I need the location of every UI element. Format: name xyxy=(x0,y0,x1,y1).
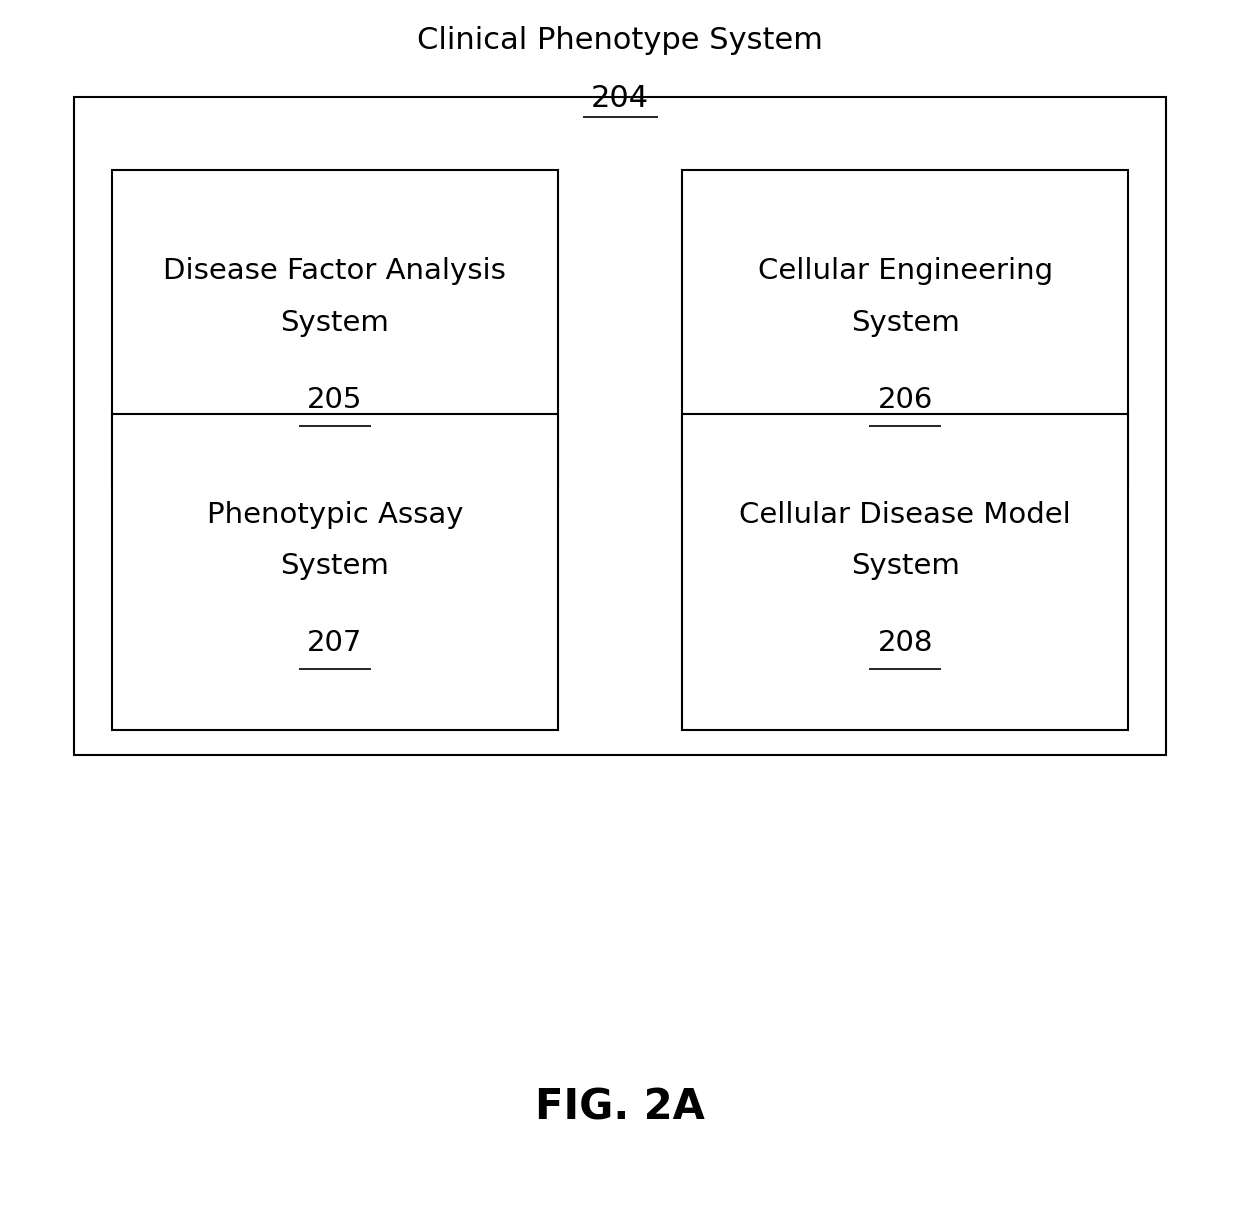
Text: Disease Factor Analysis: Disease Factor Analysis xyxy=(164,257,506,286)
Text: 206: 206 xyxy=(878,386,932,414)
FancyBboxPatch shape xyxy=(112,170,558,487)
Text: System: System xyxy=(280,551,389,581)
FancyBboxPatch shape xyxy=(74,97,1166,755)
Text: Clinical Phenotype System: Clinical Phenotype System xyxy=(417,26,823,55)
Text: 205: 205 xyxy=(308,386,362,414)
Text: System: System xyxy=(280,308,389,337)
Text: Phenotypic Assay: Phenotypic Assay xyxy=(207,500,463,529)
FancyBboxPatch shape xyxy=(682,170,1128,487)
FancyBboxPatch shape xyxy=(682,414,1128,730)
Text: System: System xyxy=(851,551,960,581)
Text: Cellular Engineering: Cellular Engineering xyxy=(758,257,1053,286)
Text: System: System xyxy=(851,308,960,337)
Text: 208: 208 xyxy=(878,629,932,657)
FancyBboxPatch shape xyxy=(112,414,558,730)
Text: 207: 207 xyxy=(308,629,362,657)
Text: Cellular Disease Model: Cellular Disease Model xyxy=(739,500,1071,529)
Text: FIG. 2A: FIG. 2A xyxy=(536,1087,704,1128)
Text: 204: 204 xyxy=(591,84,649,113)
